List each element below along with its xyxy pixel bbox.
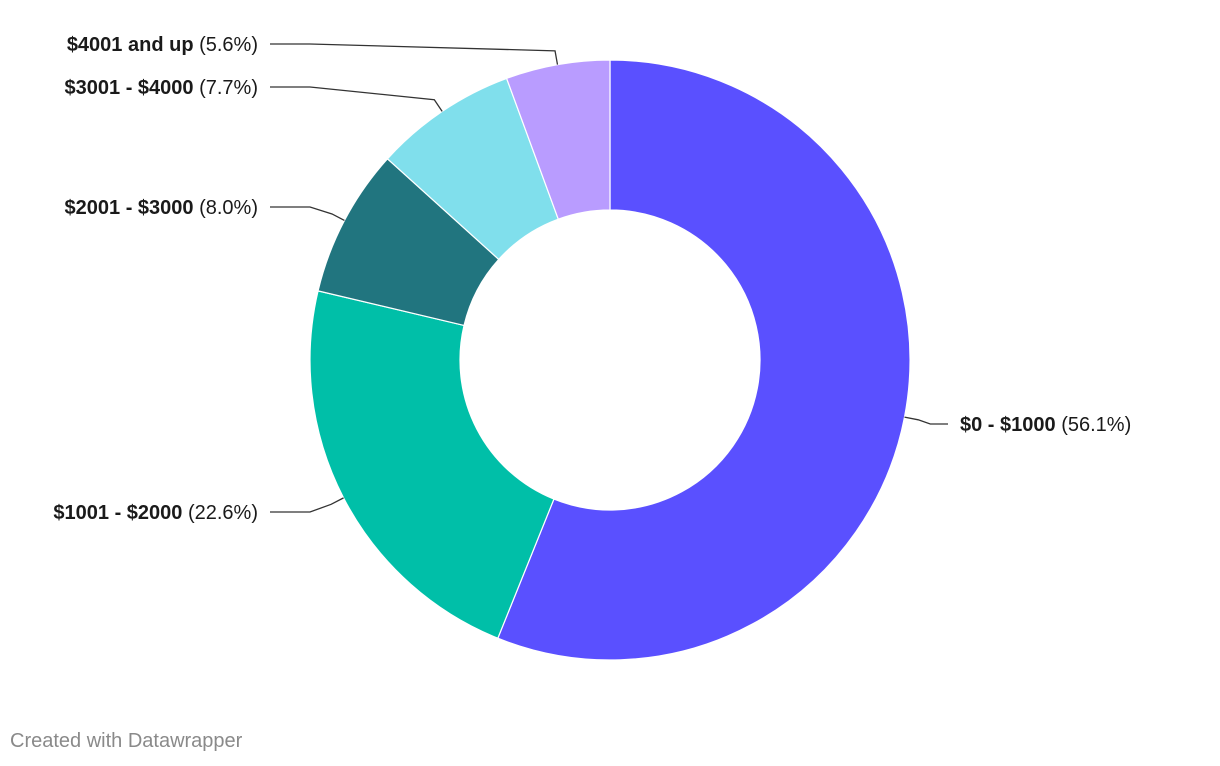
slice-category-label: $0 - $1000 bbox=[960, 414, 1056, 436]
chart-credit: Created with Datawrapper bbox=[10, 730, 243, 752]
slice-value-label: (56.1%) bbox=[1056, 414, 1132, 436]
chart-leader-lines bbox=[270, 43, 948, 513]
slice-label-2001-3000: $2001 - $3000 (8.0%) bbox=[65, 197, 258, 219]
leader-line-2001-3000 bbox=[270, 206, 345, 222]
slice-category-label: $1001 - $2000 bbox=[53, 502, 182, 524]
slice-label-0-1000: $0 - $1000 (56.1%) bbox=[960, 414, 1131, 436]
slice-value-label: (8.0%) bbox=[194, 197, 258, 219]
slice-category-label: $2001 - $3000 bbox=[65, 197, 194, 219]
leader-line-4001-and-up bbox=[270, 43, 559, 65]
slice-label-1001-2000: $1001 - $2000 (22.6%) bbox=[53, 502, 258, 524]
slice-1001-2000 bbox=[309, 290, 555, 640]
leader-line-0-1000 bbox=[904, 416, 948, 425]
slice-label-4001-and-up: $4001 and up (5.6%) bbox=[67, 34, 258, 56]
chart-labels: $0 - $1000 (56.1%)$1001 - $2000 (22.6%)$… bbox=[53, 34, 1131, 524]
chart-slices bbox=[309, 59, 911, 661]
slice-4001-and-up bbox=[505, 59, 611, 220]
slice-category-label: $4001 and up bbox=[67, 34, 194, 56]
slice-value-label: (7.7%) bbox=[194, 77, 258, 99]
slice-0-1000 bbox=[497, 59, 911, 661]
leader-line-3001-4000 bbox=[270, 86, 443, 112]
slice-value-label: (5.6%) bbox=[194, 34, 258, 56]
slice-category-label: $3001 - $4000 bbox=[65, 77, 194, 99]
leader-line-1001-2000 bbox=[270, 497, 344, 513]
slice-label-3001-4000: $3001 - $4000 (7.7%) bbox=[65, 77, 258, 99]
slice-value-label: (22.6%) bbox=[182, 502, 258, 524]
